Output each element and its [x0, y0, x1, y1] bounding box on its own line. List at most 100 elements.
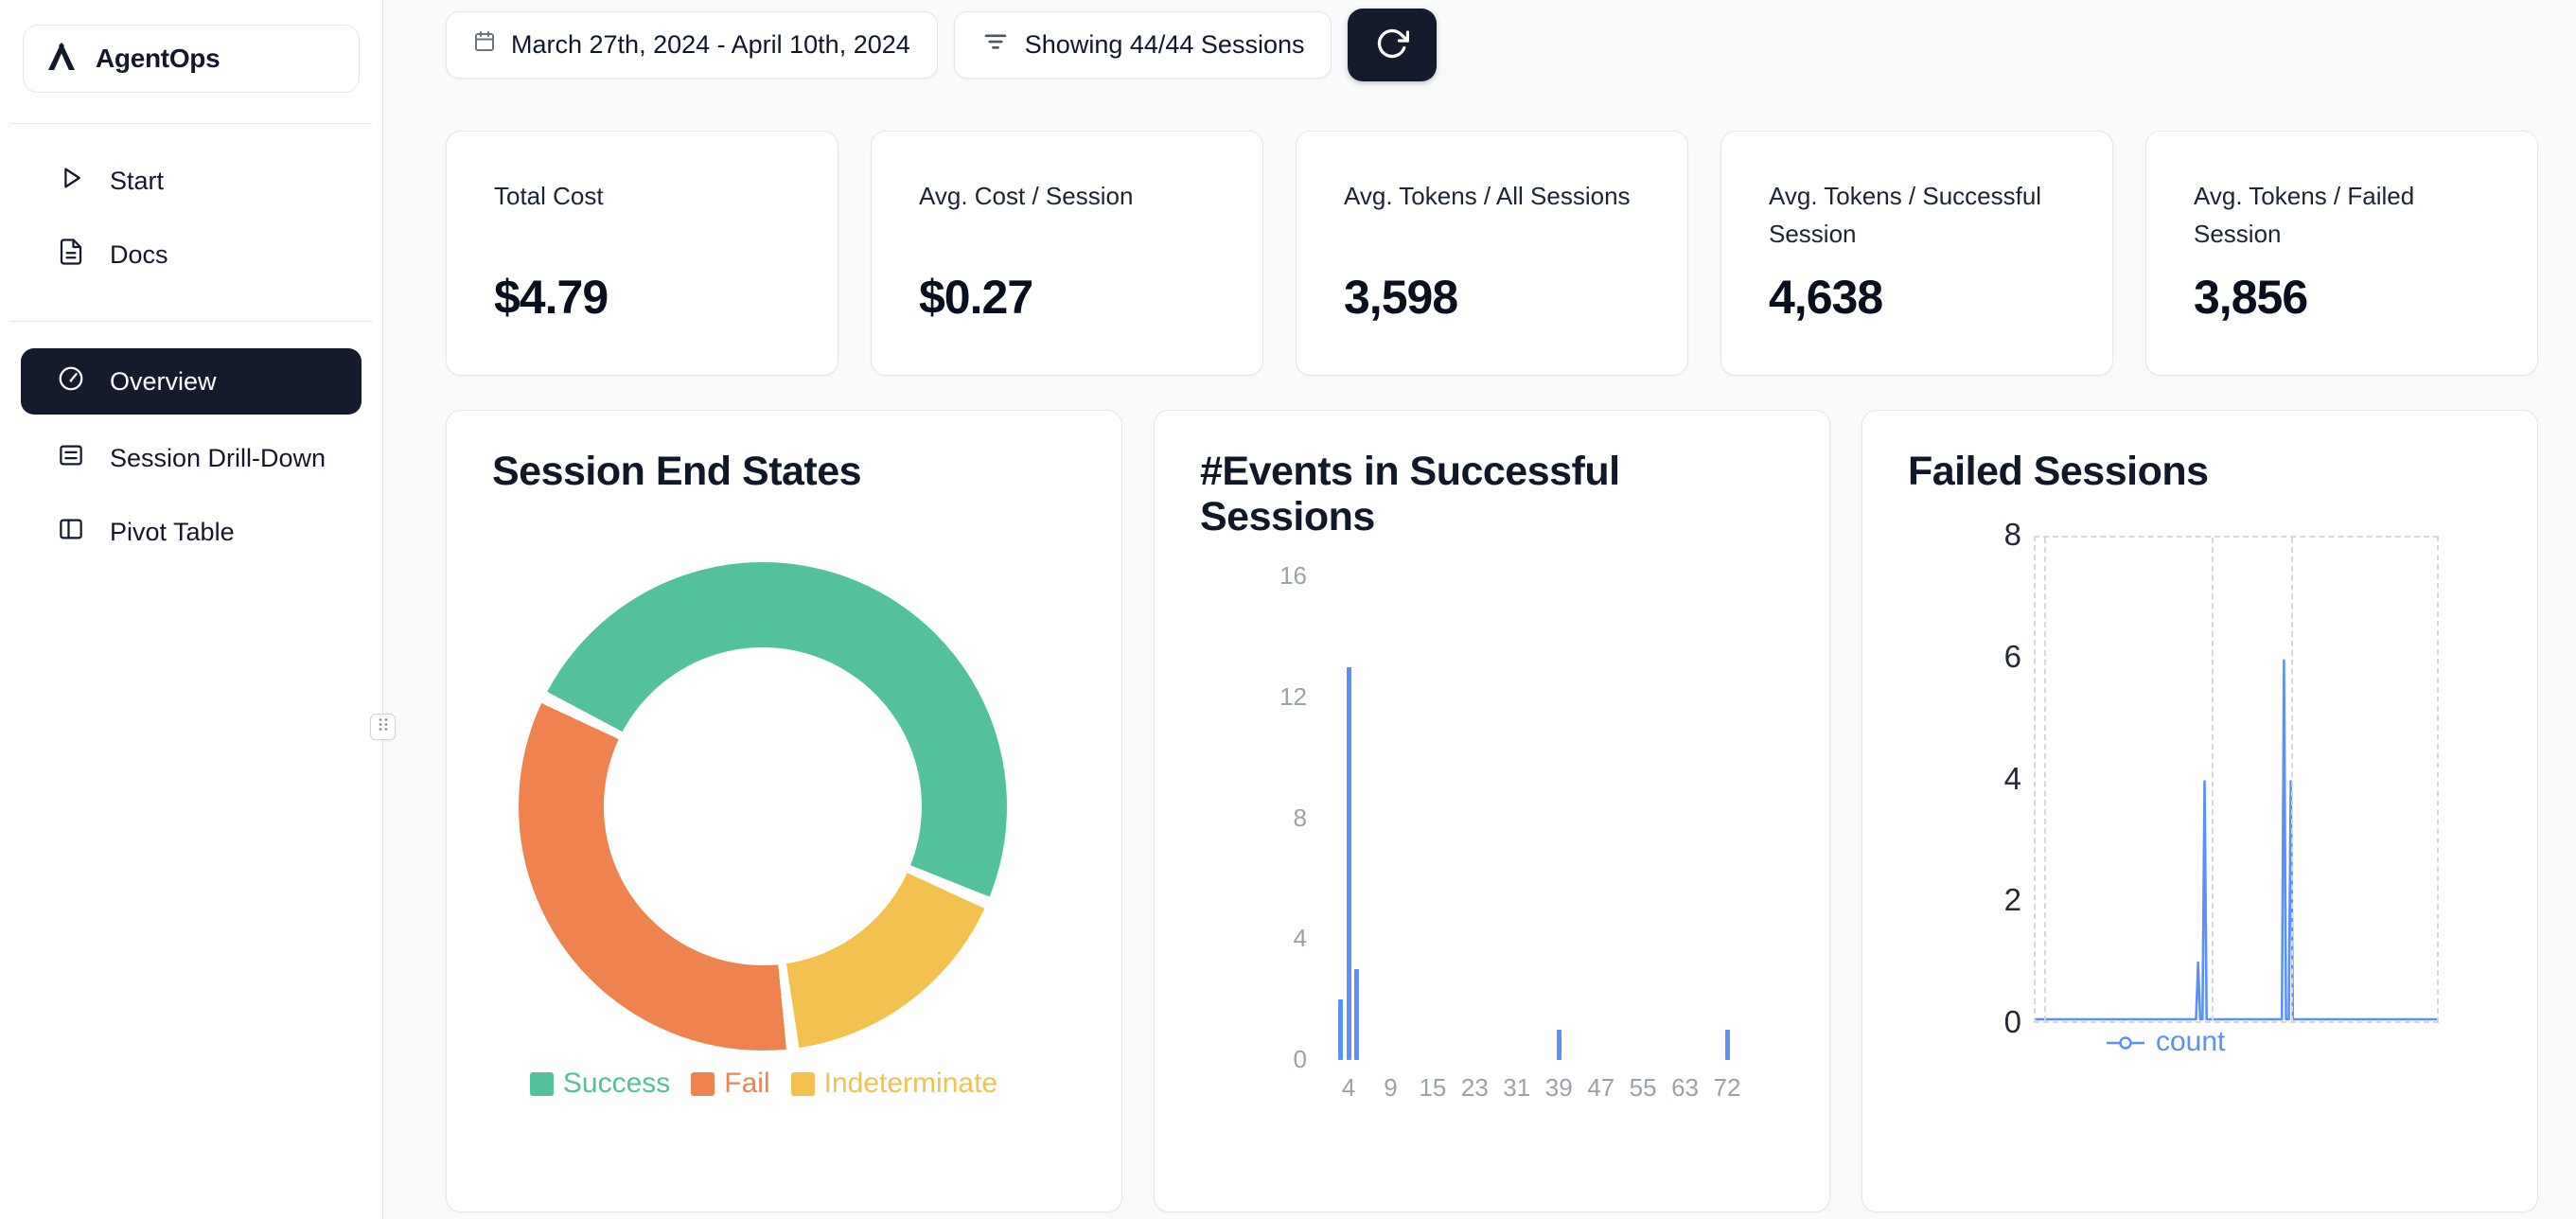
y-tick-label: 2 — [2003, 882, 2021, 918]
session-end-states-card: Session End States Success Fail — [446, 410, 1122, 1212]
stat-label: Total Cost — [494, 182, 604, 210]
sidebar-item-overview[interactable]: Overview — [21, 348, 362, 415]
stat-label: Avg. Cost / Session — [919, 182, 1134, 210]
stat-card-avg-cost: Avg. Cost / Session $0.27 — [871, 131, 1263, 376]
logo[interactable]: AgentOps — [23, 25, 360, 93]
gridline — [2212, 538, 2214, 1021]
y-axis: 0 2 4 6 8 — [1862, 517, 2021, 1039]
x-tick-label: 55 — [1629, 1073, 1657, 1102]
x-tick-label: 47 — [1587, 1073, 1615, 1102]
line-plot — [2034, 536, 2439, 1023]
sidebar-item-session-drill-down[interactable]: Session Drill-Down — [21, 428, 362, 488]
refresh-icon — [1375, 26, 1410, 63]
stat-label: Avg. Tokens / Successful Session — [1769, 182, 2042, 248]
legend-swatch-success — [529, 1071, 554, 1096]
sidebar-item-pivot-table[interactable]: Pivot Table — [21, 502, 362, 562]
sidebar: AgentOps Start Docs — [0, 0, 383, 1219]
sidebar-item-label: Pivot Table — [110, 517, 235, 546]
y-tick-label: 16 — [1279, 561, 1307, 590]
x-tick-label: 9 — [1384, 1073, 1398, 1102]
main-content: March 27th, 2024 - April 10th, 2024 Show… — [383, 0, 2576, 1219]
calendar-icon — [473, 30, 496, 60]
sidebar-item-label: Session Drill-Down — [110, 443, 326, 472]
sidebar-item-label: Overview — [110, 366, 217, 396]
histogram-bar — [1354, 969, 1360, 1060]
topbar: March 27th, 2024 - April 10th, 2024 Show… — [446, 9, 2538, 81]
brand-name: AgentOps — [96, 44, 221, 73]
date-range-label: March 27th, 2024 - April 10th, 2024 — [511, 30, 910, 59]
spike-line — [2036, 659, 2437, 1021]
x-tick-label: 63 — [1671, 1073, 1699, 1102]
line-marker-icon — [2105, 1026, 2146, 1058]
donut-legend: Success Fail Indeterminate — [483, 1068, 1045, 1100]
histogram-bar — [1346, 666, 1351, 1060]
sidebar-divider — [9, 123, 373, 124]
gridline — [2043, 538, 2046, 1021]
agentops-logo-icon — [43, 38, 80, 80]
failed-sessions-card: Failed Sessions 0 2 4 6 8 — [1861, 410, 2538, 1212]
y-tick-label: 4 — [1293, 924, 1307, 953]
stats-row: Total Cost $4.79 Avg. Cost / Session $0.… — [446, 131, 2538, 376]
sidebar-item-label: Start — [110, 166, 165, 195]
sidebar-divider — [9, 321, 373, 322]
gauge-icon — [57, 364, 85, 399]
y-tick-label: 4 — [2003, 760, 2021, 796]
charts-row: Session End States Success Fail — [446, 410, 2538, 1212]
x-axis: 4 9 15 23 31 39 47 55 63 72 — [1330, 1073, 1746, 1111]
stat-value: 3,856 — [2194, 271, 2308, 324]
x-tick-label: 23 — [1460, 1073, 1489, 1102]
legend-item: Success — [529, 1068, 670, 1100]
sidebar-item-label: Docs — [110, 239, 168, 269]
legend-label: Indeterminate — [823, 1068, 998, 1099]
y-tick-label: 12 — [1279, 681, 1307, 711]
donut-chart — [519, 562, 1007, 1051]
failed-legend[interactable]: count — [2105, 1026, 2225, 1058]
x-tick-label: 4 — [1341, 1073, 1356, 1102]
stat-label: Avg. Tokens / Failed Session — [2194, 182, 2415, 248]
stat-value: $4.79 — [494, 271, 609, 324]
y-tick-label: 8 — [2003, 517, 2021, 552]
stat-value: $0.27 — [919, 271, 1033, 324]
legend-label: Fail — [724, 1068, 770, 1099]
legend-series-name: count — [2156, 1026, 2226, 1057]
donut-hole — [604, 647, 922, 965]
sidebar-item-docs[interactable]: Docs — [21, 224, 362, 285]
histogram-bar — [1337, 999, 1343, 1060]
stat-card-avg-tokens-failed: Avg. Tokens / Failed Session 3,856 — [2145, 131, 2538, 376]
date-range-button[interactable]: March 27th, 2024 - April 10th, 2024 — [446, 11, 938, 79]
sidebar-nav-main: Overview Session Drill-Down — [0, 348, 382, 562]
sidebar-nav-top: Start Docs — [0, 150, 382, 285]
stat-card-avg-tokens-all: Avg. Tokens / All Sessions 3,598 — [1296, 131, 1688, 376]
x-tick-label: 39 — [1544, 1073, 1573, 1102]
legend-swatch-indeterminate — [790, 1071, 815, 1096]
sidebar-resize-handle[interactable] — [370, 714, 396, 740]
sessions-filter-label: Showing 44/44 Sessions — [1024, 30, 1305, 59]
chart-title: Failed Sessions — [1908, 449, 2209, 494]
histogram-bar — [1556, 1030, 1561, 1060]
y-tick-label: 8 — [1293, 803, 1307, 832]
legend-item: Fail — [691, 1068, 770, 1100]
columns-icon — [57, 515, 85, 550]
legend-item: Indeterminate — [790, 1068, 998, 1100]
x-tick-label: 72 — [1713, 1073, 1741, 1102]
funnel-icon — [981, 27, 1010, 62]
stat-value: 3,598 — [1344, 271, 1458, 324]
sidebar-item-start[interactable]: Start — [21, 150, 362, 211]
play-icon — [57, 164, 85, 199]
stat-card-avg-tokens-success: Avg. Tokens / Successful Session 4,638 — [1720, 131, 2113, 376]
refresh-button[interactable] — [1348, 9, 1438, 81]
chart-title: Session End States — [492, 449, 862, 494]
stat-value: 4,638 — [1769, 271, 1883, 324]
histogram-bar — [1724, 1030, 1730, 1060]
stat-card-total-cost: Total Cost $4.79 — [446, 131, 838, 376]
y-tick-label: 6 — [2003, 638, 2021, 674]
events-histogram-card: #Events in Successful Sessions 0 4 8 12 16 4… — [1154, 410, 1830, 1212]
sessions-filter-button[interactable]: Showing 44/44 Sessions — [953, 11, 1332, 79]
legend-swatch-fail — [691, 1071, 715, 1096]
y-tick-label: 0 — [1293, 1045, 1307, 1073]
stat-label: Avg. Tokens / All Sessions — [1344, 182, 1631, 210]
histogram-plot — [1330, 576, 1746, 1060]
grip-dots-icon — [377, 716, 390, 737]
y-axis: 0 4 8 12 16 — [1155, 561, 1307, 1073]
